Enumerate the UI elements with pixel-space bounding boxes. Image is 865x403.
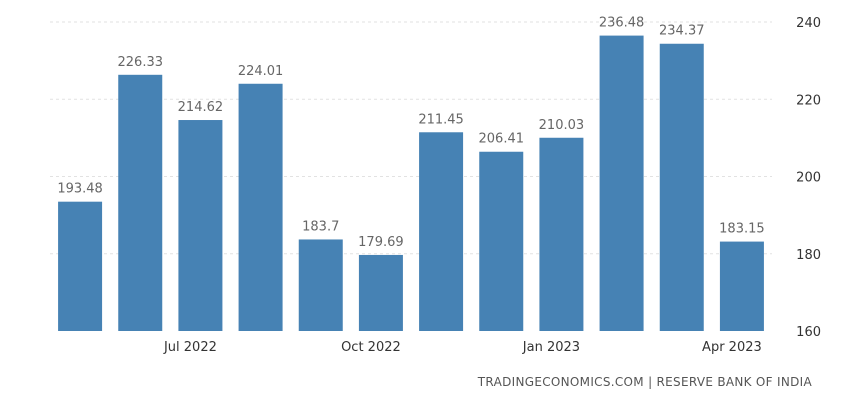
bar-value-label: 224.01: [238, 64, 284, 79]
x-tick-label: Oct 2022: [341, 340, 401, 355]
grid-lines: [50, 21, 772, 255]
bar: [599, 35, 644, 331]
bar-value-label: 183.15: [719, 222, 765, 237]
bar-value-label: 183.7: [302, 219, 339, 234]
bar-value-label: 234.37: [659, 24, 705, 39]
y-tick-label: 200: [796, 171, 821, 186]
y-tick-label: 180: [796, 248, 821, 263]
bar-value-label: 193.48: [57, 182, 103, 197]
bar-series: [58, 35, 764, 332]
x-tick-label: Jan 2023: [522, 340, 580, 355]
bar: [659, 43, 704, 331]
bar: [238, 83, 283, 331]
bar: [719, 241, 764, 331]
bar-value-label: 214.62: [178, 100, 224, 115]
bar: [118, 74, 163, 331]
y-tick-label: 220: [796, 93, 821, 108]
x-axis: Jul 2022 Oct 2022 Jan 2023 Apr 2023: [163, 340, 762, 355]
y-axis: 160 180 200 220 240: [796, 16, 821, 340]
bar: [358, 254, 403, 331]
y-tick-label: 240: [796, 16, 821, 31]
bar-value-label: 206.41: [479, 132, 525, 147]
bar-value-labels: 193.48 226.33 214.62 224.01 183.7 179.69 211.4…: [57, 16, 764, 250]
bar-value-label: 236.48: [599, 16, 645, 31]
bar: [419, 132, 464, 331]
bar: [178, 120, 223, 332]
y-tick-label: 160: [796, 325, 821, 340]
bar-value-label: 210.03: [539, 118, 585, 133]
bar: [298, 239, 343, 331]
bar: [58, 201, 103, 331]
x-tick-label: Jul 2022: [163, 340, 217, 355]
bar-value-label: 211.45: [418, 112, 464, 127]
x-tick-label: Apr 2023: [702, 340, 762, 355]
bar-value-label: 179.69: [358, 235, 404, 250]
source-credit: TRADINGECONOMICS.COM | RESERVE BANK OF I…: [477, 375, 812, 389]
bar: [479, 151, 524, 331]
bar: [539, 137, 584, 331]
bar-value-label: 226.33: [118, 55, 164, 70]
